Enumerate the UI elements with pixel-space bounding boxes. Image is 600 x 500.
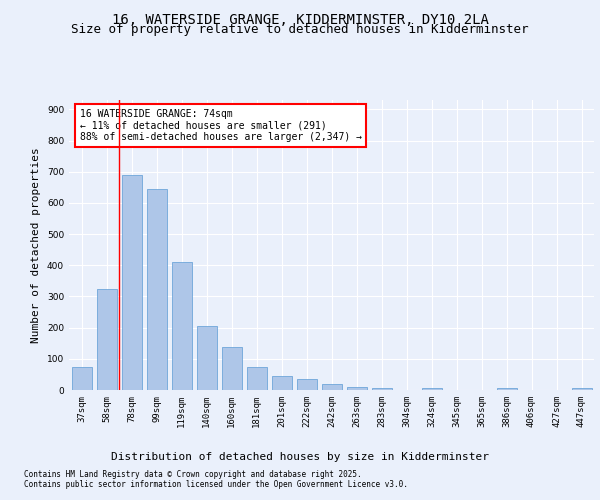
Bar	[571, 388, 592, 390]
Bar	[296, 380, 317, 390]
Text: 16 WATERSIDE GRANGE: 74sqm
← 11% of detached houses are smaller (291)
88% of sem: 16 WATERSIDE GRANGE: 74sqm ← 11% of deta…	[79, 108, 361, 142]
Text: Contains public sector information licensed under the Open Government Licence v3: Contains public sector information licen…	[24, 480, 408, 489]
Bar	[121, 175, 142, 390]
Bar	[347, 387, 367, 390]
Bar	[71, 366, 91, 390]
Bar	[371, 388, 392, 390]
Bar	[172, 262, 191, 390]
Text: Distribution of detached houses by size in Kidderminster: Distribution of detached houses by size …	[111, 452, 489, 462]
Text: Size of property relative to detached houses in Kidderminster: Size of property relative to detached ho…	[71, 22, 529, 36]
Bar	[197, 326, 217, 390]
Bar	[97, 288, 116, 390]
Bar	[322, 384, 341, 390]
Bar	[421, 388, 442, 390]
Bar	[146, 189, 167, 390]
Bar	[221, 347, 241, 390]
Y-axis label: Number of detached properties: Number of detached properties	[31, 147, 41, 343]
Bar	[271, 376, 292, 390]
Text: 16, WATERSIDE GRANGE, KIDDERMINSTER, DY10 2LA: 16, WATERSIDE GRANGE, KIDDERMINSTER, DY1…	[112, 12, 488, 26]
Bar	[497, 388, 517, 390]
Text: Contains HM Land Registry data © Crown copyright and database right 2025.: Contains HM Land Registry data © Crown c…	[24, 470, 362, 479]
Bar	[247, 367, 266, 390]
